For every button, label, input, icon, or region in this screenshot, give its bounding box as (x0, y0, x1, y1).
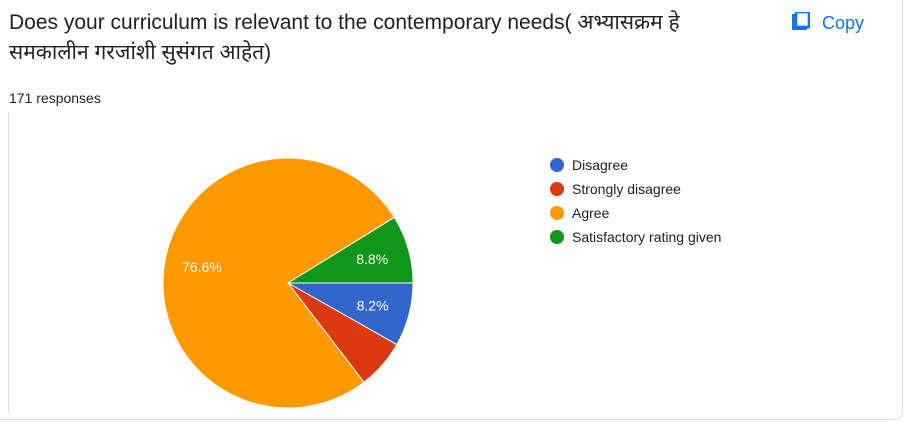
legend-item[interactable]: Disagree (550, 157, 628, 173)
legend-swatch (550, 158, 564, 172)
legend-label: Agree (572, 205, 610, 221)
copy-button[interactable]: Copy (790, 8, 864, 38)
legend-label: Disagree (572, 157, 628, 173)
response-count: 171 responses (9, 90, 101, 106)
legend-swatch (550, 206, 564, 220)
slice-percent-label: 8.8% (356, 251, 388, 267)
copy-icon (792, 12, 810, 30)
pie-slice-agree[interactable] (162, 157, 396, 409)
legend-item[interactable]: Satisfactory rating given (550, 229, 721, 245)
legend-item[interactable]: Strongly disagree (550, 181, 681, 197)
legend-label: Satisfactory rating given (572, 229, 721, 245)
slice-percent-label: 8.2% (357, 297, 389, 313)
legend-item[interactable]: Agree (550, 205, 610, 221)
slice-percent-label: 76.6% (182, 259, 222, 275)
legend-swatch (550, 230, 564, 244)
question-title: Does your curriculum is relevant to the … (9, 11, 680, 64)
copy-label: Copy (822, 12, 865, 33)
legend-label: Strongly disagree (572, 181, 681, 197)
card-divider (8, 112, 9, 412)
legend-swatch (550, 182, 564, 196)
pie-slice-satisfactory-rating-given[interactable] (286, 216, 414, 284)
